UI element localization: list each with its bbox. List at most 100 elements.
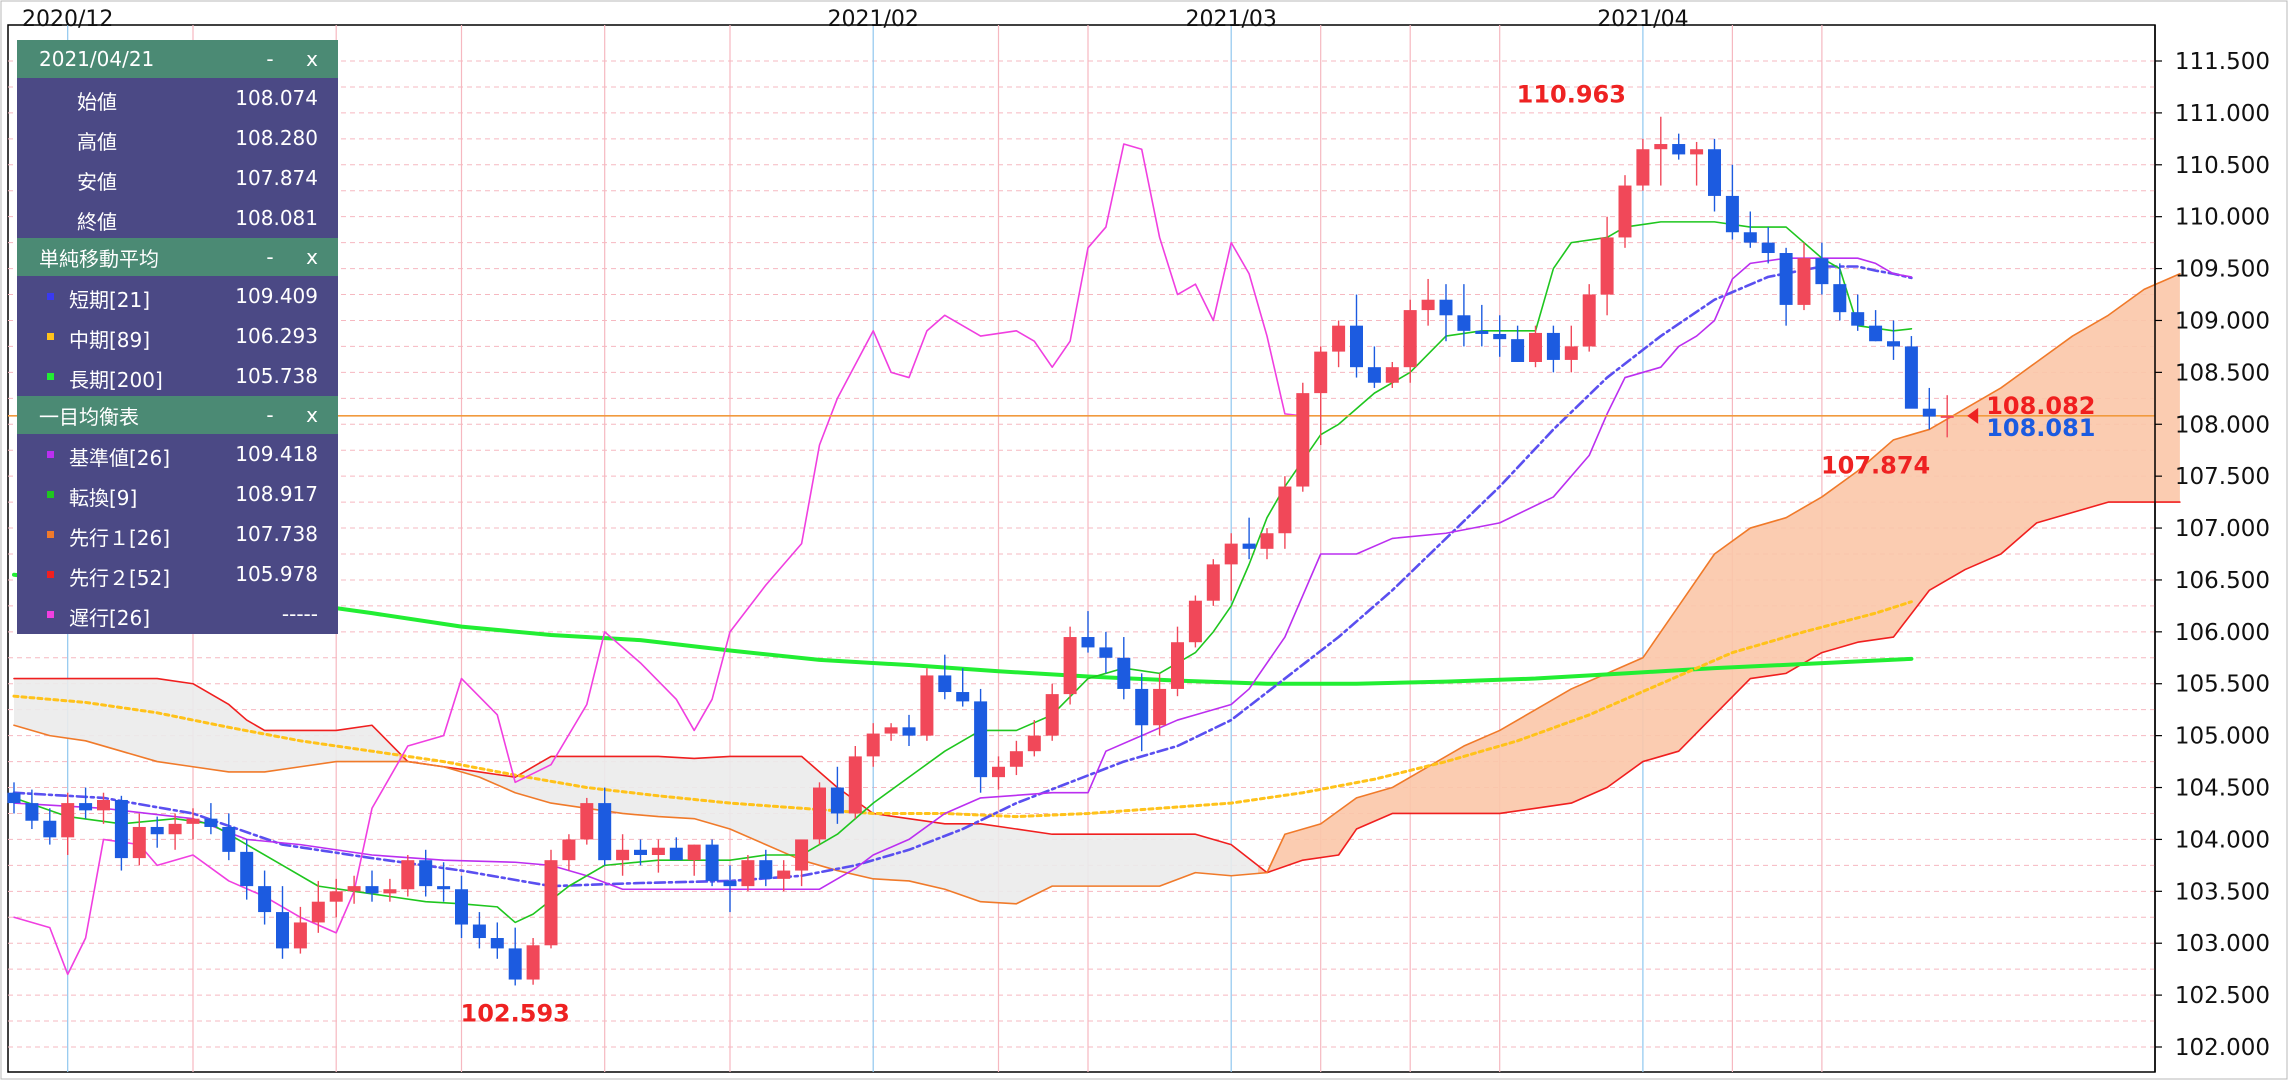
candle [1171,626,1184,697]
candle-body [1367,367,1381,383]
candle-body [884,727,898,734]
candle [455,875,468,939]
sma-label-mid: 中期[89] [69,328,151,352]
candle [1027,720,1041,757]
candle-body [508,948,522,980]
candle-body [1940,415,1954,418]
price-tick-label: 109.000 [2175,308,2270,334]
candle-body [168,823,182,835]
candle [1546,325,1560,373]
price-tick-label: 103.000 [2175,931,2270,957]
candle-body [1117,657,1131,689]
candle-body [777,870,791,879]
ichimoku-value-senkou2: 105.978 [235,562,318,586]
candle-body [687,844,701,861]
candle-body [276,912,289,949]
candle-body [1385,367,1399,383]
candle [150,816,164,848]
price-tick-label: 109.500 [2175,257,2270,283]
price-tick-label: 104.000 [2175,827,2270,853]
candle [25,789,39,830]
sma-minimize-button[interactable]: - [266,245,274,269]
candle [472,912,486,949]
candle [132,813,146,866]
candle-body [1350,325,1363,368]
candle [1367,346,1381,388]
price-tick-label: 105.500 [2175,672,2270,698]
candle [365,870,379,902]
candle [311,880,325,933]
candle [526,938,540,985]
info-panel: 2021/04/21 - x 始値 108.074 高値 108.280 安値 … [17,40,338,634]
candle [1797,242,1811,311]
ichimoku-label-senkou2: 先行２[52] [69,566,171,590]
ohlc-value-high: 108.280 [235,126,318,150]
candle [419,849,433,897]
candle-body [114,799,128,859]
candle [848,746,862,819]
ichimoku-row-senkou2: 先行２[52] 105.978 [17,554,338,594]
candle-body [1439,299,1453,316]
candle-body [651,847,665,855]
candle [222,813,236,861]
candle-body [1188,600,1202,643]
candle-body [1797,258,1811,305]
sma-value-mid: 106.293 [235,324,318,348]
candle-body [1904,346,1918,409]
candle-body [311,901,325,923]
candle-body [902,727,916,736]
candle [813,782,826,845]
candle-body [1761,242,1775,254]
candle-body [1332,325,1346,352]
candle [1350,294,1363,378]
ohlc-minimize-button[interactable]: - [266,47,274,71]
ohlc-close-button[interactable]: x [306,47,318,71]
candle [79,787,93,819]
cloud-bearish-area [14,678,399,772]
candle-body [598,803,612,861]
candle-body [1922,408,1936,417]
candle-body [920,675,934,736]
price-tick-label: 111.000 [2175,101,2270,127]
ichimoku-minimize-button[interactable]: - [266,403,274,427]
candle [1904,336,1918,409]
candle-body [1278,486,1292,534]
ichimoku-row-senkou1: 先行１[26] 107.738 [17,514,338,554]
candle-body [813,787,826,840]
ohlc-row-low: 安値 107.874 [17,158,338,198]
candle-body [61,803,75,838]
candle [1600,216,1614,316]
ichimoku-close-button[interactable]: x [306,403,318,427]
candle [920,668,934,741]
candle [97,792,110,824]
sma-value-long: 105.738 [235,364,318,388]
candle [634,839,647,866]
sma-close-button[interactable]: x [306,245,318,269]
ichimoku-label-chikou: 遅行[26] [69,606,151,630]
candle [1690,141,1704,186]
candle [1708,138,1721,212]
candle [795,839,809,887]
senkou2-swatch [47,571,54,578]
candle [1636,138,1650,191]
candle [437,862,451,902]
candle [1511,325,1525,362]
candle-body [150,826,164,835]
candle [902,714,916,747]
price-annotation: 107.874 [1821,451,1930,479]
sma-long-swatch [47,373,54,380]
candle-body [1081,637,1095,648]
ohlc-label-low: 安値 [77,170,117,194]
candle [1081,611,1095,653]
candle [276,886,289,959]
candle-body [1475,330,1489,334]
candle-body [383,889,397,894]
candle-body [1743,232,1757,243]
price-annotation: 110.963 [1517,81,1626,109]
candle [1314,346,1328,446]
candle-body [329,891,343,902]
candle [1188,595,1202,648]
candle-body [455,889,468,925]
candle-body [258,886,272,913]
